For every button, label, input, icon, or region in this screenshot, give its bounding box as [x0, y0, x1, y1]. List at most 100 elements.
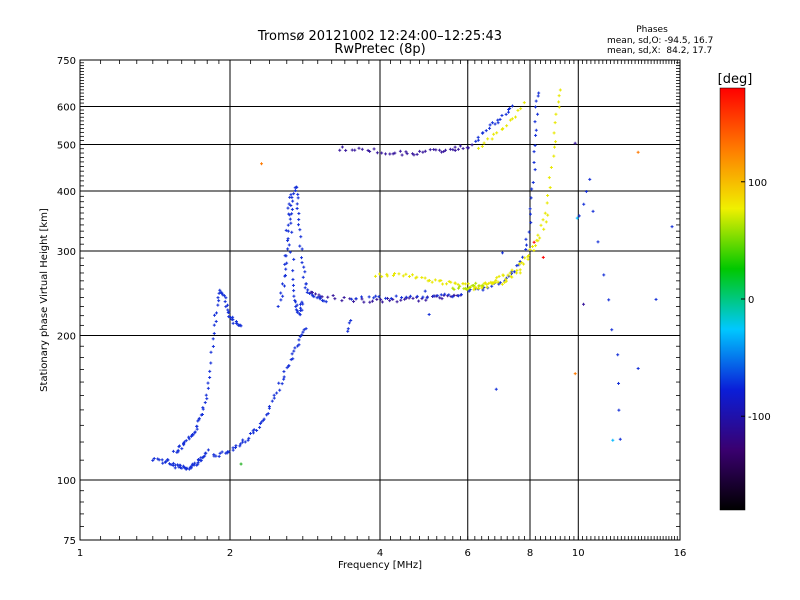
data-point [443, 292, 447, 296]
data-point [304, 282, 308, 286]
data-point [423, 289, 427, 293]
data-point [504, 112, 508, 116]
data-point [526, 257, 530, 261]
data-point [282, 375, 286, 379]
data-point [374, 294, 378, 298]
data-point [372, 296, 376, 300]
data-point [275, 391, 279, 395]
data-point [187, 435, 191, 439]
data-point [239, 462, 243, 466]
data-point [295, 202, 299, 206]
data-point [320, 295, 324, 299]
data-point [189, 466, 193, 470]
data-point [322, 299, 326, 303]
data-point [521, 255, 525, 259]
data-point [554, 140, 558, 144]
data-point [482, 141, 486, 145]
data-point [501, 273, 505, 277]
data-point [297, 218, 301, 222]
data-point [498, 281, 502, 285]
data-point [423, 149, 427, 153]
data-point [495, 131, 499, 135]
y-tick-label: 600 [57, 103, 76, 114]
data-point [549, 165, 553, 169]
data-point [472, 283, 476, 287]
data-point [340, 145, 344, 149]
data-point [468, 286, 472, 290]
y-tick-label: 300 [57, 247, 76, 258]
phase-box-line-x: mean, sd,X: 84.2, 17.7 [607, 46, 712, 56]
data-point [461, 147, 465, 151]
data-point [200, 413, 204, 417]
data-point [306, 288, 310, 292]
data-point [255, 428, 259, 432]
data-point [246, 438, 250, 442]
data-point [490, 137, 494, 141]
data-point [270, 399, 274, 403]
data-point [547, 176, 551, 180]
data-point [280, 282, 284, 286]
data-point [209, 350, 213, 354]
data-point [533, 143, 537, 147]
data-point [541, 255, 545, 259]
data-point [362, 300, 366, 304]
y-tick-label: 100 [57, 476, 76, 487]
data-point [573, 372, 577, 376]
data-point [553, 121, 557, 125]
data-point [371, 299, 375, 303]
data-point [227, 450, 231, 454]
data-point [312, 295, 316, 299]
data-point [497, 274, 501, 278]
data-point [190, 462, 194, 466]
data-point [234, 444, 238, 448]
data-point [289, 193, 293, 197]
data-point [191, 433, 195, 437]
data-point [346, 329, 350, 333]
data-point [453, 148, 457, 152]
data-point [412, 153, 416, 157]
data-point [193, 430, 197, 434]
data-point [187, 467, 191, 471]
data-point [458, 144, 462, 148]
data-point [494, 387, 498, 391]
data-point [534, 133, 538, 137]
data-point [204, 393, 208, 397]
data-point [295, 310, 299, 314]
data-point [193, 461, 197, 465]
x-tick-label: 2 [227, 548, 233, 559]
data-point [297, 338, 301, 342]
data-point [507, 110, 511, 114]
data-point [545, 201, 549, 205]
data-point [292, 349, 296, 353]
data-point [522, 101, 526, 105]
data-point [441, 282, 445, 286]
data-point [395, 300, 399, 304]
plot-area: 1 2 4 6 8 10 16 75 100 200 300 400 500 600 750 [57, 56, 686, 559]
data-point [226, 303, 230, 307]
data-point [211, 337, 215, 341]
data-point [176, 448, 180, 452]
data-point [527, 254, 531, 258]
data-point [380, 300, 384, 304]
data-point [205, 397, 209, 401]
data-point [375, 297, 379, 301]
data-point [314, 292, 318, 296]
data-point [300, 300, 304, 304]
data-point [182, 442, 186, 446]
data-point [451, 148, 455, 152]
data-point [357, 146, 361, 150]
data-point [333, 297, 337, 301]
data-point [303, 286, 307, 290]
data-point [512, 270, 516, 274]
data-point [523, 256, 527, 260]
data-point [591, 209, 595, 213]
data-point [291, 199, 295, 203]
data-point [544, 220, 548, 224]
data-point [318, 297, 322, 301]
phase-box-line-o: mean, sd,O: -94.5, 16.7 [607, 36, 713, 46]
data-point [290, 207, 294, 211]
data-point [388, 152, 392, 156]
data-point [432, 294, 436, 298]
data-point [296, 196, 300, 200]
